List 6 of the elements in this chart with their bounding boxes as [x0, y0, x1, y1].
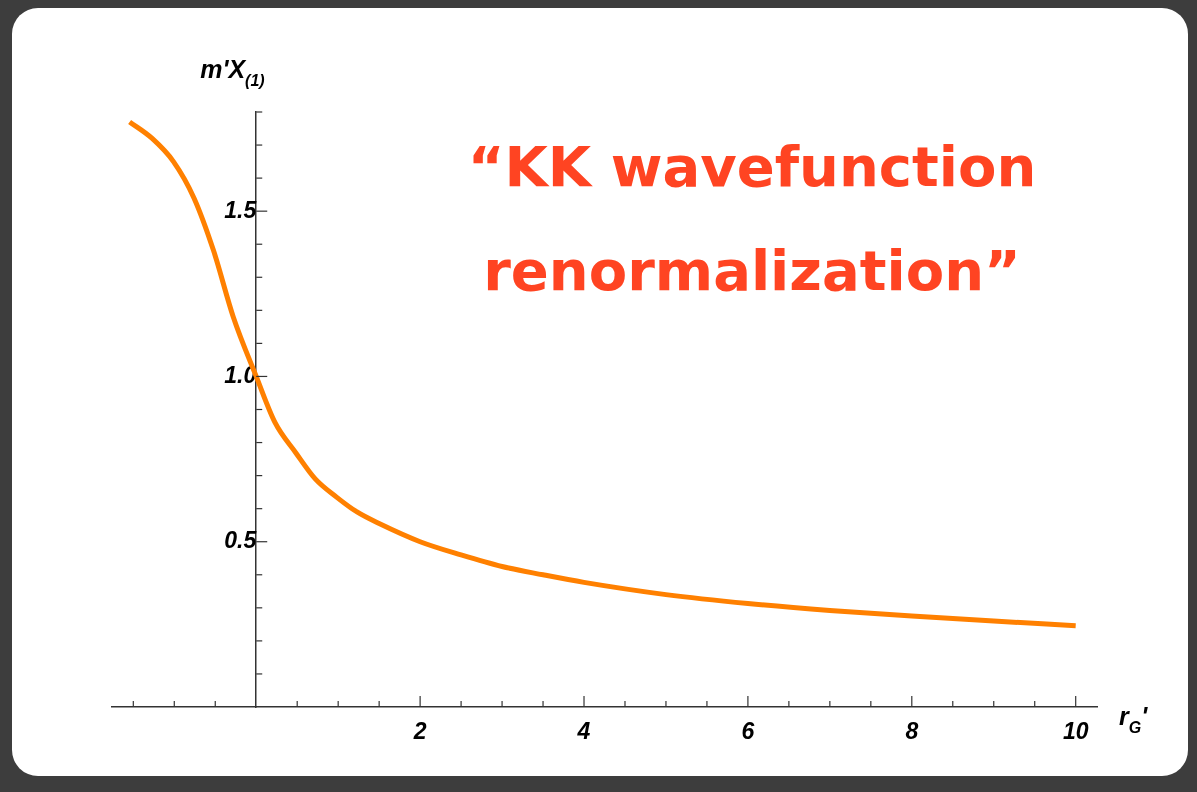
x-tick-label: 8 [905, 718, 919, 745]
x-tick-label: 6 [741, 718, 755, 745]
x-tick-label: 4 [576, 718, 591, 745]
x-tick-label: 2 [412, 718, 427, 745]
annotation: “KK wavefunction renormalization” [467, 134, 1037, 303]
x-tick-label: 10 [1062, 718, 1089, 745]
